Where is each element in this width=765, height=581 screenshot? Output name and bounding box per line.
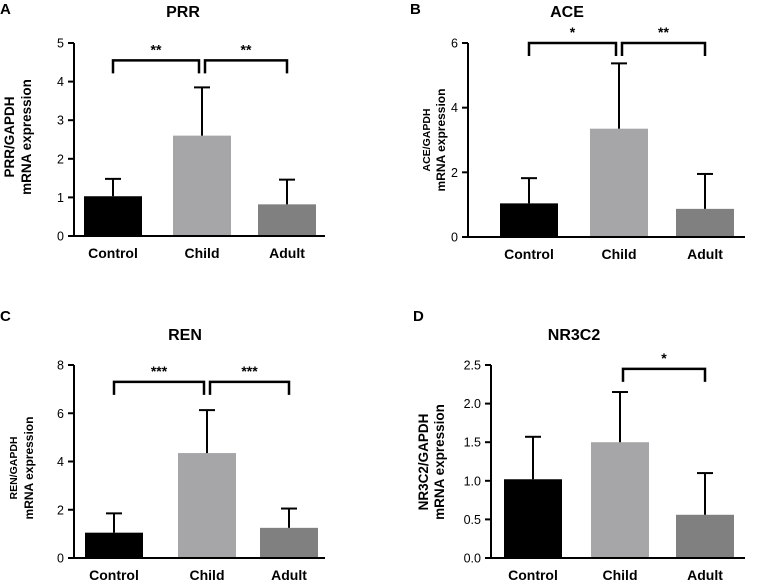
y-tick-label: 4 <box>57 75 64 89</box>
bar-control <box>85 532 143 558</box>
bar-child <box>590 128 648 237</box>
y-tick-label: 2 <box>57 503 64 517</box>
bar-adult <box>676 208 734 237</box>
y-tick-label: 4 <box>451 101 458 115</box>
x-tick-label-child: Child <box>602 246 637 262</box>
x-tick-label-control: Control <box>89 567 139 581</box>
significance-bracket <box>527 41 618 56</box>
ylabel-ren-line1: REN/GAPDH <box>8 436 20 499</box>
y-tick-label: 8 <box>57 359 64 373</box>
x-tick-label-control: Control <box>504 246 554 262</box>
chart-title-ace: ACE <box>550 4 584 21</box>
significance-bracket <box>112 380 206 395</box>
bar-child <box>173 135 231 236</box>
panel-a: A PRR PRR/GAPDH mRNA expression Control C… <box>0 1 325 261</box>
bar-adult <box>260 527 318 558</box>
bar-adult <box>258 204 316 236</box>
bar-control <box>504 479 562 558</box>
y-tick-label: 2.5 <box>464 359 481 373</box>
significance-bracket <box>208 380 291 395</box>
ylabel-ace-line2: mRNA expression <box>434 89 448 192</box>
significance-bracket <box>111 59 201 74</box>
x-tick-label-control: Control <box>508 567 558 581</box>
ylabel-prr-line1: PRR/GAPDH <box>2 96 17 177</box>
ylabel-nr3c2-line1: NR3C2/GAPDH <box>416 414 431 511</box>
x-tick-label-child: Child <box>190 567 225 581</box>
plot-ren: Control Child Adult 0 2 4 6 8 *** *** <box>57 359 325 581</box>
x-tick-label-adult: Adult <box>269 245 305 261</box>
bar-control <box>84 196 142 236</box>
chart-title-prr: PRR <box>166 4 200 21</box>
plot-prr: Control Child Adult 0 1 2 3 4 5 ** ** <box>57 37 325 261</box>
y-tick-label: 6 <box>451 37 458 51</box>
x-tick-label-adult: Adult <box>687 567 723 581</box>
chart-title-nr3c2: NR3C2 <box>548 327 601 344</box>
y-tick-label: 0 <box>57 552 64 566</box>
chart-title-ren: REN <box>168 327 202 344</box>
panel-b: B ACE ACE/GAPDH mRNA expression Control C… <box>410 1 745 262</box>
ylabel-ace-line1: ACE/GAPDH <box>421 108 433 171</box>
significance-label: ** <box>151 41 162 57</box>
y-tick-label: 5 <box>57 37 64 51</box>
y-tick-label: 1.5 <box>464 436 481 450</box>
panel-letter-b: B <box>410 1 421 18</box>
significance-label: *** <box>241 363 258 379</box>
ylabel-nr3c2-line2: mRNA expression <box>432 404 447 520</box>
y-tick-label: 2 <box>451 166 458 180</box>
bar-control <box>500 203 558 237</box>
x-tick-label-adult: Adult <box>687 246 723 262</box>
y-tick-label: 0 <box>451 231 458 245</box>
ylabel-prr-line2: mRNA expression <box>19 79 34 195</box>
y-tick-label: 1.0 <box>464 474 481 488</box>
panel-letter-c: C <box>0 308 11 325</box>
panel-c: C REN REN/GAPDH mRNA expression Control C… <box>0 308 325 581</box>
significance-label: *** <box>151 363 168 379</box>
significance-label: ** <box>241 41 252 57</box>
significance-bracket <box>203 59 289 74</box>
x-tick-label-control: Control <box>88 245 138 261</box>
significance-label: * <box>661 350 667 366</box>
plot-nr3c2: Control Child Adult 0.0 0.5 1.0 1.5 2.0 2.5 * <box>464 350 745 581</box>
significance-bracket <box>621 367 707 382</box>
y-tick-label: 2.0 <box>464 397 481 411</box>
x-tick-label-adult: Adult <box>271 567 307 581</box>
y-tick-label: 0 <box>57 230 64 244</box>
panel-letter-d: D <box>413 308 424 325</box>
bar-child <box>591 442 649 558</box>
significance-label: * <box>570 24 576 40</box>
significance-bracket <box>620 41 707 56</box>
bar-child <box>178 453 236 558</box>
y-tick-label: 3 <box>57 114 64 128</box>
y-tick-label: 4 <box>57 455 64 469</box>
y-tick-label: 0.0 <box>464 552 481 566</box>
y-tick-label: 2 <box>57 152 64 166</box>
panel-d: D NR3C2 NR3C2/GAPDH mRNA expression Cont… <box>413 308 745 581</box>
panel-letter-a: A <box>0 1 11 18</box>
x-tick-label-child: Child <box>185 245 220 261</box>
ylabel-ren-line2: mRNA expression <box>22 417 36 520</box>
significance-label: ** <box>658 24 669 40</box>
y-tick-label: 0.5 <box>464 513 481 527</box>
y-tick-label: 1 <box>57 191 64 205</box>
x-tick-label-child: Child <box>603 567 638 581</box>
y-tick-label: 6 <box>57 407 64 421</box>
bar-adult <box>676 514 734 558</box>
